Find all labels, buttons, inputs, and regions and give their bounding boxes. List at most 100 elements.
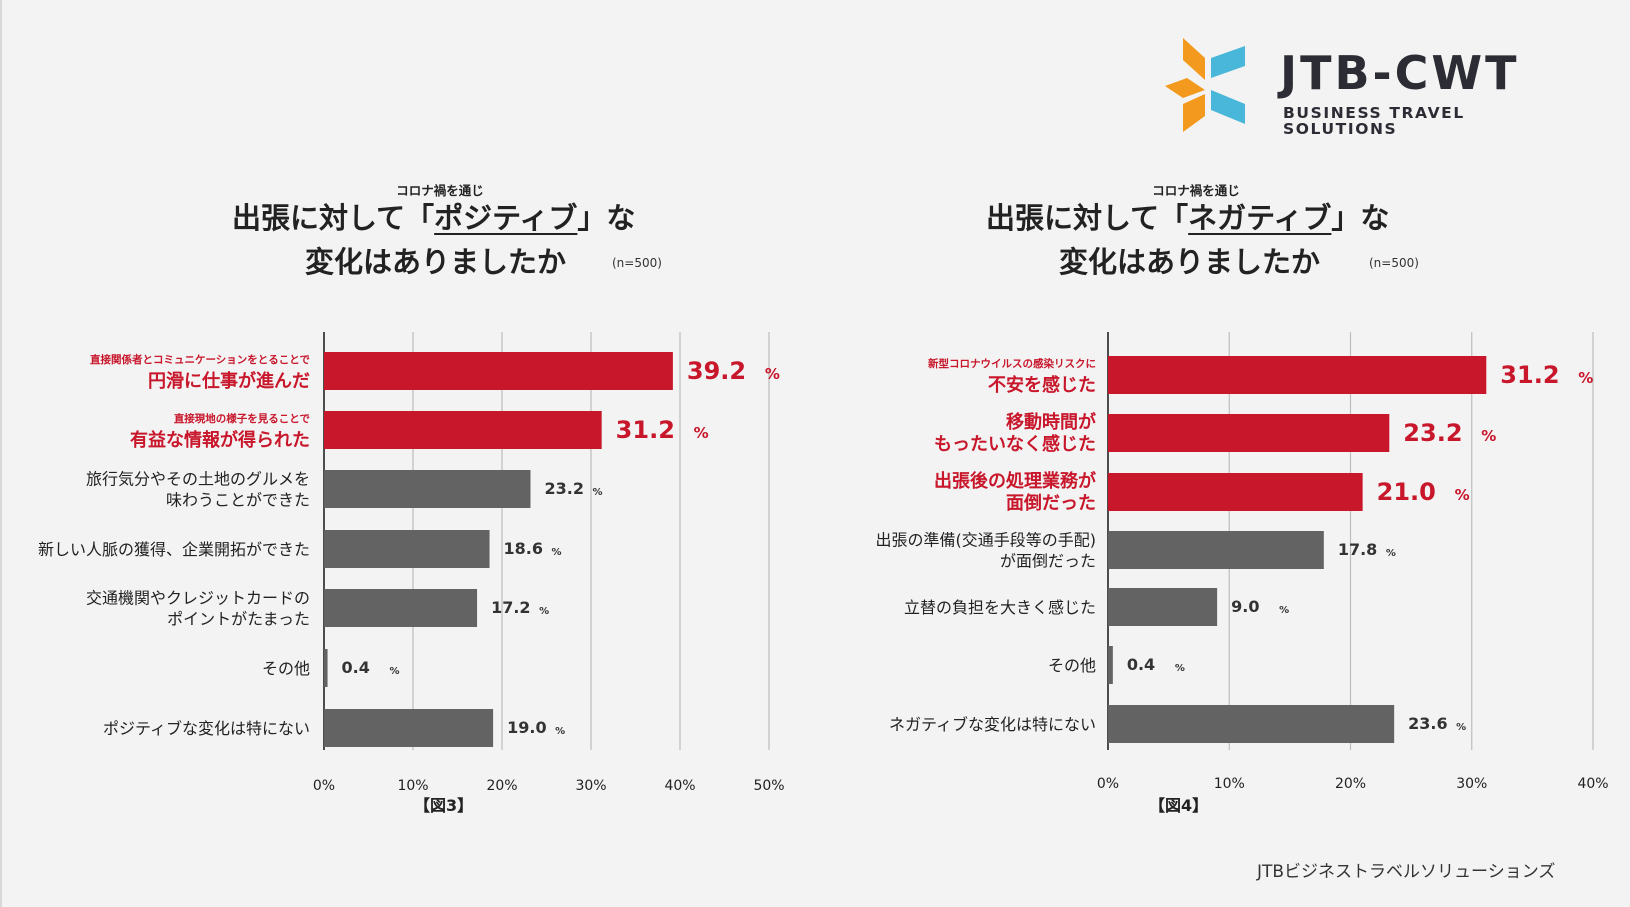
chart-title-emphasis: ネガティブ [1188, 201, 1332, 235]
x-tick-label: 20% [1335, 776, 1366, 792]
chart-title: 出張に対して「ネガティブ」な [986, 196, 1389, 240]
bar [1108, 473, 1363, 511]
bar [324, 530, 490, 568]
bar [324, 352, 673, 390]
bar-value-label: 21.0 [1377, 478, 1436, 506]
sample-size: (n=500) [1369, 256, 1419, 270]
chart-kicker: コロナ禍を通じ [1152, 183, 1240, 198]
x-tick-label: 20% [486, 778, 517, 794]
bar-value-label: 23.2 [1403, 419, 1462, 447]
figure-label: 【図3】 [414, 796, 474, 815]
bar [1108, 531, 1324, 569]
category-label: 旅行気分やその土地のグルメを [86, 470, 310, 489]
category-label: 移動時間が [1006, 411, 1096, 433]
bar-value-unit: % [694, 424, 709, 442]
x-tick-label: 40% [664, 778, 695, 794]
bar-value-label: 18.6 [504, 539, 543, 558]
jtb-cwt-logo-mark-icon [1165, 38, 1245, 132]
bar-value-unit: % [592, 487, 602, 498]
bar-value-unit: % [1279, 605, 1289, 616]
chart-title-emphasis: ポジティブ [434, 201, 578, 235]
bar-value-unit: % [539, 606, 549, 617]
category-label: ネガティブな変化は特にない [889, 715, 1096, 734]
brand-logo: JTB-CWT BUSINESS TRAVEL SOLUTIONS [1165, 38, 1585, 138]
category-label: 味わうことができた [166, 491, 310, 510]
x-tick-label: 0% [313, 778, 335, 794]
chart-title-pre: 出張に対して「 [986, 201, 1189, 235]
category-label: 交通機関やクレジットカードの [86, 589, 310, 608]
bar-value-unit: % [1456, 722, 1466, 733]
category-label: ポジティブな変化は特にない [103, 719, 310, 738]
bar-value-label: 0.4 [342, 658, 370, 677]
bar [1108, 646, 1113, 684]
bar-value-label: 39.2 [687, 357, 746, 385]
x-tick-label: 0% [1097, 776, 1119, 792]
x-tick-label: 50% [753, 778, 784, 794]
bar [1108, 705, 1395, 743]
chart-title-line2: 変化はありましたか [305, 245, 567, 279]
figure-label: 【図4】 [1149, 796, 1209, 815]
chart-title-post: 」な [577, 201, 636, 235]
category-label: その他 [1048, 656, 1096, 675]
bar-value-unit: % [1175, 663, 1185, 674]
category-label: ポイントがたまった [167, 610, 310, 629]
x-tick-label: 30% [1456, 776, 1487, 792]
sample-size: (n=500) [612, 256, 662, 270]
footer-credit: JTBビジネストラベルソリューションズ [1257, 862, 1556, 882]
x-tick-label: 10% [1214, 776, 1245, 792]
category-label: 有益な情報が得られた [130, 429, 310, 451]
bar-value-label: 17.2 [491, 598, 530, 617]
bar-value-unit: % [552, 547, 562, 558]
bar-value-unit: % [765, 365, 780, 383]
category-label: が面倒だった [1000, 552, 1096, 571]
page-left-rule [0, 0, 2, 907]
bar-value-unit: % [1455, 486, 1470, 504]
category-label: 面倒だった [1006, 493, 1096, 514]
bar-value-label: 19.0 [507, 718, 546, 737]
category-label: 新しい人脈の獲得、企業開拓ができた [38, 540, 310, 559]
category-label: その他 [262, 659, 310, 678]
bar [1108, 588, 1218, 626]
bar-value-label: 23.6 [1408, 714, 1447, 733]
bar [1108, 356, 1487, 394]
category-label-sub: 直接関係者とコミュニケーションをとることで [90, 353, 310, 366]
bar-value-label: 17.8 [1338, 540, 1377, 559]
bar [324, 649, 328, 687]
category-label-sub: 新型コロナウイルスの感染リスクに [928, 357, 1096, 370]
bar-value-label: 23.2 [544, 479, 583, 498]
bar-value-unit: % [1578, 369, 1593, 387]
bar-value-unit: % [1386, 548, 1396, 559]
bar [324, 411, 602, 449]
bar [1108, 414, 1390, 452]
bar-value-label: 31.2 [1500, 361, 1559, 389]
bar-value-unit: % [1481, 427, 1496, 445]
category-label: 立替の負担を大きく感じた [904, 598, 1096, 617]
bar-value-unit: % [555, 726, 565, 737]
chart-panel-negative: コロナ禍を通じ 出張に対して「ネガティブ」な 変化はありましたか (n=500)… [800, 180, 1600, 860]
chart-title-pre: 出張に対して「 [232, 201, 435, 235]
brand-tagline: BUSINESS TRAVEL SOLUTIONS [1283, 104, 1465, 138]
bar-value-label: 9.0 [1231, 597, 1259, 616]
category-label: もったいなく感じた [934, 433, 1096, 455]
bar [324, 589, 478, 627]
bar-value-label: 0.4 [1127, 655, 1155, 674]
category-label: 出張の準備(交通手段等の手配) [876, 531, 1097, 550]
x-tick-label: 30% [575, 778, 606, 794]
bar-value-label: 31.2 [616, 416, 675, 444]
bar-value-unit: % [390, 666, 400, 677]
chart-title-line2: 変化はありましたか [1059, 245, 1321, 279]
x-tick-label: 10% [397, 778, 428, 794]
chart-kicker: コロナ禍を通じ [396, 183, 484, 198]
x-tick-label: 40% [1577, 776, 1608, 792]
category-label: 出張後の処理業務が [934, 470, 1096, 492]
bar [324, 709, 494, 747]
brand-name: JTB-CWT [1280, 46, 1520, 100]
bar [324, 470, 531, 508]
chart-title: 出張に対して「ポジティブ」な [232, 196, 635, 240]
chart-title-post: 」な [1331, 201, 1390, 235]
category-label: 円滑に仕事が進んだ [148, 370, 310, 392]
chart-panel-positive: コロナ禍を通じ 出張に対して「ポジティブ」な 変化はありましたか (n=500)… [0, 180, 800, 860]
category-label-sub: 直接現地の様子を見ることで [174, 412, 311, 425]
category-label: 不安を感じた [988, 374, 1096, 396]
